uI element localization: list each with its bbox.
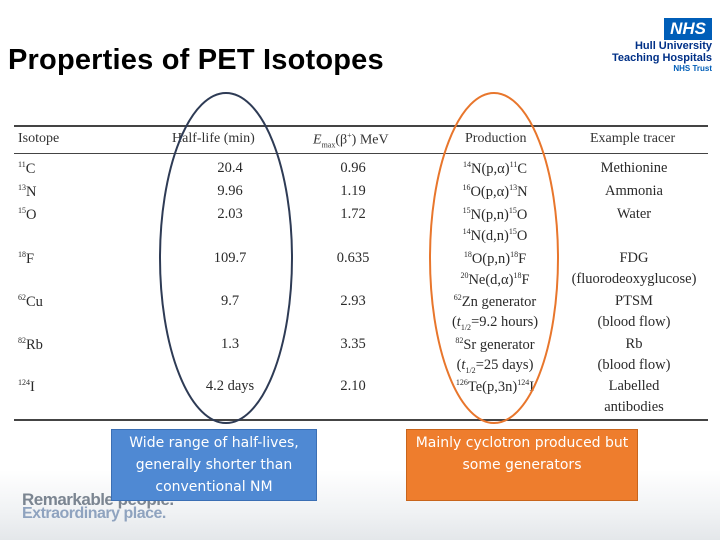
cell-tracer: Methionine — [600, 160, 668, 176]
cell-tracer: FDG — [619, 250, 649, 266]
cell-isotope: 62Cu — [18, 293, 43, 310]
cell-tracer: (blood flow) — [597, 357, 671, 373]
cell-tracer: (fluorodeoxyglucose) — [571, 271, 697, 287]
cell-production: 62Zn generator — [453, 293, 537, 310]
cell-emax: 0.96 — [340, 160, 366, 176]
cell-halflife: 9.7 — [220, 293, 240, 309]
slide-title: Properties of PET Isotopes — [8, 44, 384, 76]
slogan-line-2: Extraordinary place. — [22, 505, 166, 522]
cell-halflife: 2.03 — [217, 206, 243, 222]
header-production: Production — [465, 131, 527, 146]
cell-emax: 1.72 — [340, 206, 366, 222]
table-top-rule — [14, 125, 708, 127]
cell-emax: 2.93 — [340, 293, 366, 309]
cell-tracer: (blood flow) — [597, 314, 671, 330]
cell-tracer: Rb — [625, 336, 643, 352]
cell-production: 18O(p,n)18F — [463, 250, 527, 267]
cell-tracer: Water — [616, 206, 652, 222]
halflife-note: Wide range of half-lives, generally shor… — [111, 429, 317, 501]
cell-production: 16O(p,α)13N — [462, 183, 528, 200]
cell-production: 20Ne(d,α)18F — [460, 271, 530, 288]
logo-line-1: Hull University — [634, 40, 712, 52]
cell-tracer: antibodies — [604, 399, 664, 415]
halflife-oval — [159, 92, 293, 424]
cell-production: 15N(p,n)15O — [462, 206, 528, 223]
logo-line-2: Teaching Hospitals — [611, 52, 712, 64]
cell-production: (t1/2=25 days) — [456, 357, 534, 375]
nhs-badge: NHS — [664, 18, 712, 40]
cell-production: (t1/2=9.2 hours) — [451, 314, 539, 332]
cell-halflife: 9.96 — [217, 183, 243, 199]
logo-line-3: NHS Trust — [673, 64, 712, 73]
cell-production: 14N(p,α)11C — [463, 160, 527, 177]
cell-halflife: 4.2 days — [205, 378, 255, 394]
header-emax: Emax(β+) MeV — [313, 131, 389, 150]
cell-production: 82Sr generator — [455, 336, 535, 353]
cell-tracer: Labelled — [608, 378, 660, 394]
cell-emax: 3.35 — [340, 336, 366, 352]
header-halflife: Half-life (min) — [172, 131, 255, 146]
cell-isotope: 82Rb — [18, 336, 43, 353]
table-bottom-rule — [14, 419, 708, 421]
cell-halflife: 20.4 — [217, 160, 243, 176]
cell-isotope: 18F — [18, 250, 35, 267]
table-header-rule — [14, 153, 708, 154]
cell-production: 126Te(p,3n)124I — [455, 378, 535, 395]
header-isotope: Isotope — [18, 131, 60, 146]
cell-emax: 1.19 — [340, 183, 366, 199]
cell-halflife: 1.3 — [220, 336, 240, 352]
cell-halflife: 109.7 — [213, 250, 247, 266]
cell-isotope: 13N — [18, 183, 37, 200]
cell-isotope: 15O — [18, 206, 37, 223]
cell-tracer: PTSM — [615, 293, 653, 309]
production-oval — [429, 92, 559, 424]
cell-isotope: 11C — [18, 160, 36, 177]
cell-emax: 0.635 — [336, 250, 370, 266]
header-tracer: Example tracer — [590, 131, 676, 146]
cell-production: 14N(d,n)15O — [462, 227, 528, 244]
cell-emax: 2.10 — [340, 378, 366, 394]
cell-isotope: 124I — [18, 378, 35, 395]
production-note: Mainly cyclotron produced but some gener… — [406, 429, 638, 501]
nhs-logo: NHS Hull University Teaching Hospitals N… — [600, 18, 712, 90]
cell-tracer: Ammonia — [605, 183, 663, 199]
